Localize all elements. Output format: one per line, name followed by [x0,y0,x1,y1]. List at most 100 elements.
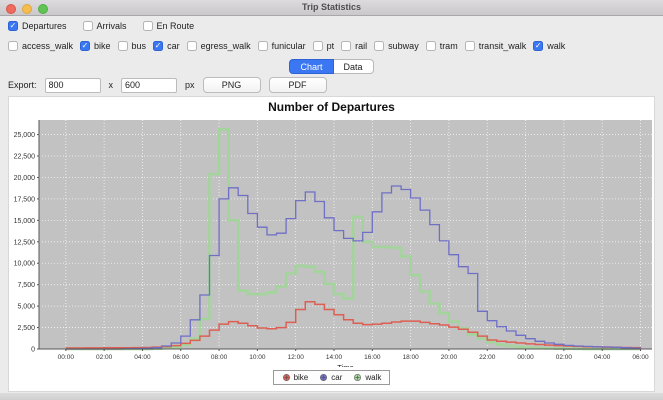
series-bike-line [65,301,642,349]
x-tick-label: 00:00 [517,354,534,361]
window-title: Trip Statistics [301,2,362,12]
checkbox-access-walk[interactable]: access_walk [8,41,73,51]
checkbox-checked-icon[interactable]: ✓ [533,41,544,51]
x-tick-label: 08:00 [211,354,228,361]
checkbox-en-route[interactable]: En Route [142,21,195,31]
x-tick-label: 00:00 [58,354,75,361]
checkbox-car[interactable]: ✓ car [153,41,180,51]
checkbox-label: tram [439,41,458,51]
export-x-separator: x [108,80,114,90]
checkbox-unchecked-icon[interactable] [82,21,93,31]
export-unit-label: px [185,80,195,90]
zoom-button[interactable] [38,3,48,14]
y-tick-label: 7,500 [17,282,35,289]
y-tick-label: 10,000 [14,261,36,268]
checkbox-arrivals[interactable]: Arrivals [82,21,127,31]
checkbox-label: car [167,41,180,51]
x-tick-label: 02:00 [556,354,573,361]
x-tick-label: 06:00 [173,354,190,361]
stat-type-checkbox-row: ✓ Departures Arrivals En Route [8,21,194,31]
legend-label: bike [293,373,309,382]
y-tick-label: 0 [31,347,35,354]
export-png-button[interactable]: PNG [202,77,261,93]
tab-chart[interactable]: Chart [289,59,334,74]
checkbox-unchecked-icon[interactable] [8,41,18,51]
checkbox-bike[interactable]: ✓ bike [80,41,111,51]
x-tick-label: 04:00 [134,354,151,361]
legend-marker-bike-icon [282,373,290,382]
x-tick-label: 04:00 [594,354,611,361]
checkbox-label: pt [326,41,335,51]
y-tick-label: 22,500 [14,154,36,161]
export-pdf-button[interactable]: PDF [268,77,327,93]
view-tabs: Chart Data [0,59,663,74]
y-tick-label: 5,000 [17,304,35,311]
checkbox-label: bus [131,41,147,51]
legend-item-car: car [319,373,342,382]
chart-title: Number of Departures [268,100,395,114]
checkbox-tram[interactable]: tram [425,41,458,51]
x-tick-label: 22:00 [479,354,496,361]
mode-checkbox-row: access_walk ✓ bike bus ✓ car egress_walk funicu… [8,41,565,51]
checkbox-unchecked-icon[interactable] [464,41,475,51]
checkbox-unchecked-icon[interactable] [117,41,128,51]
legend-marker-car-icon [320,373,328,382]
checkbox-label: egress_walk [200,41,251,51]
close-button[interactable] [6,3,16,14]
checkbox-checked-icon[interactable]: ✓ [80,41,91,51]
checkbox-unchecked-icon[interactable] [186,41,197,51]
tab-data[interactable]: Data [333,59,374,74]
checkbox-label: Departures [22,21,67,31]
checkbox-walk[interactable]: ✓ walk [533,41,565,51]
legend-label: car [331,373,343,382]
legend-label: walk [365,373,382,382]
checkbox-unchecked-icon[interactable] [425,41,436,51]
checkbox-label: funicular [271,41,306,51]
y-tick-label: 15,000 [14,218,36,225]
x-axis-title: Time [337,363,353,367]
checkbox-departures[interactable]: ✓ Departures [8,21,67,31]
checkbox-label: subway [388,41,419,51]
checkbox-unchecked-icon[interactable] [341,41,352,51]
checkbox-checked-icon[interactable]: ✓ [8,21,18,31]
checkbox-checked-icon[interactable]: ✓ [153,41,164,51]
export-width-input[interactable] [44,77,101,93]
checkbox-pt[interactable]: pt [312,41,335,51]
titlebar: Trip Statistics [0,0,663,16]
traffic-lights [6,3,48,14]
plot-area [39,120,652,349]
y-tick-label: 25,000 [14,132,36,139]
checkbox-label: En Route [156,21,195,31]
checkbox-egress-walk[interactable]: egress_walk [186,41,251,51]
export-height-input[interactable] [121,77,178,93]
x-tick-label: 12:00 [288,354,305,361]
checkbox-label: Arrivals [96,21,127,31]
checkbox-label: transit_walk [478,41,527,51]
y-tick-label: 17,500 [14,196,36,203]
checkbox-label: walk [547,41,566,51]
checkbox-label: bike [94,41,111,51]
legend-item-walk: walk [353,373,381,382]
x-tick-label: 02:00 [96,354,113,361]
y-tick-label: 2,500 [17,325,35,332]
minimize-button[interactable] [22,3,32,14]
legend-item-bike: bike [282,373,309,382]
checkbox-unchecked-icon[interactable] [257,41,268,51]
y-tick-label: 12,500 [14,239,36,246]
checkbox-subway[interactable]: subway [374,41,419,51]
export-label: Export: [8,80,37,90]
x-tick-label: 10:00 [249,354,266,361]
checkbox-label: access_walk [22,41,74,51]
x-tick-label: 16:00 [364,354,381,361]
legend-marker-walk-icon [354,373,362,382]
chart-panel: Number of Departures 0 2,500 5,000 7,500 10,… [8,96,655,392]
checkbox-rail[interactable]: rail [341,41,367,51]
checkbox-transit-walk[interactable]: transit_walk [464,41,527,51]
series-car-line [65,185,642,350]
checkbox-unchecked-icon[interactable] [142,21,153,31]
checkbox-unchecked-icon[interactable] [312,41,323,51]
checkbox-unchecked-icon[interactable] [374,41,385,51]
departures-step-chart: 0 2,500 5,000 7,500 10,000 12,500 15,000 17,500… [14,120,652,372]
checkbox-bus[interactable]: bus [117,41,147,51]
checkbox-funicular[interactable]: funicular [257,41,306,51]
